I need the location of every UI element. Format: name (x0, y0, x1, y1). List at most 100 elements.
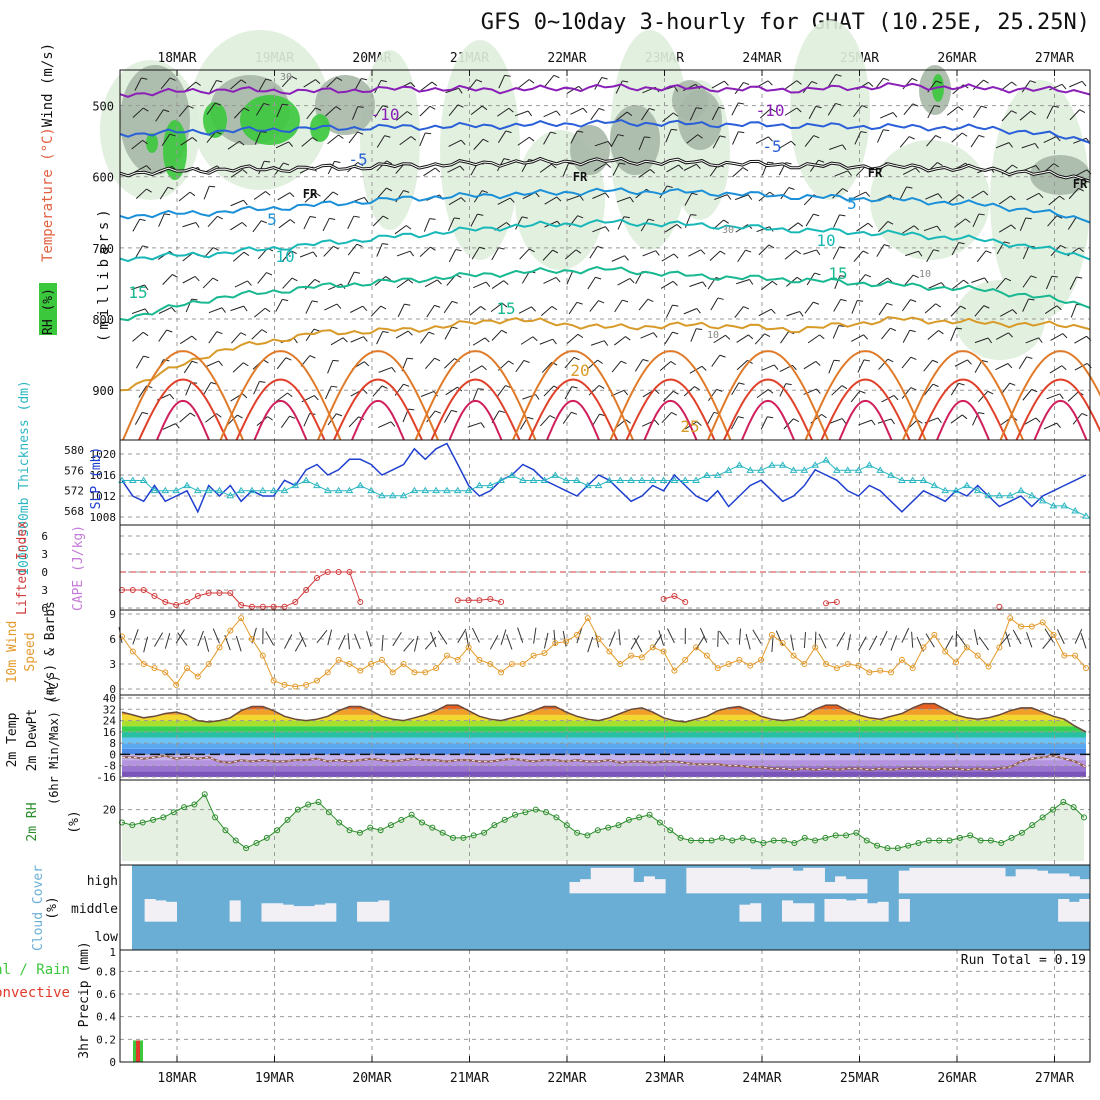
wind-barb-flag (767, 161, 774, 164)
wind-barb-flag (958, 382, 965, 386)
rh2m-marker (160, 814, 167, 821)
wind-barb (208, 307, 223, 314)
wind-barb (443, 301, 453, 314)
wind-barb-flag (436, 279, 442, 285)
wind-speed-marker (389, 669, 396, 676)
y-tick-label: 6 (41, 530, 48, 543)
wind-barb (851, 334, 864, 342)
wind-barb-flag (1008, 332, 1014, 338)
wind-barb-flag (313, 328, 320, 332)
wind-barb (208, 331, 218, 344)
wind-barb (327, 161, 335, 175)
lifted-index-marker (335, 569, 342, 575)
wind-speed-marker (714, 665, 721, 672)
cloud-level-label: low (95, 930, 119, 945)
wind-barb (926, 135, 936, 147)
isotherm-line (119, 218, 1091, 263)
wind-barb (1043, 136, 1057, 144)
wind-barb-flag (818, 159, 825, 163)
wind-barb (641, 108, 650, 121)
thickness-marker (291, 481, 300, 489)
rh-shading (310, 114, 330, 142)
wind-barb-flag (605, 163, 611, 168)
wind-barb (443, 358, 455, 369)
wind-barb-flag (793, 418, 800, 422)
wind-barb-flag (309, 355, 316, 359)
bottom-date-label: 21MAR (450, 1071, 489, 1086)
wind-barb (1000, 382, 1011, 395)
wind-barb-flag (410, 136, 417, 141)
wind-barb-flag (965, 218, 971, 223)
wind-barb-flag (978, 134, 985, 138)
wind-speed-marker (151, 665, 158, 672)
wind-barb-flag (458, 88, 463, 94)
wind-barb-flag (1059, 393, 1064, 400)
cloud-bar (229, 900, 241, 922)
wind-axis-label-3: (m/s) & Barbs (43, 601, 58, 703)
wind-barb (665, 304, 673, 318)
wind-barb-flag (362, 305, 368, 312)
thickness-marker (1082, 512, 1090, 519)
wind-barb (1019, 217, 1027, 232)
wind-barb (1026, 192, 1040, 201)
wind-barb (731, 382, 740, 396)
wind-barb (520, 336, 534, 345)
wind-barb (562, 163, 569, 177)
wind-barb (491, 329, 502, 341)
wind-barb-flag (701, 365, 707, 371)
wind-barb-flag (690, 214, 697, 216)
rh2m-marker (450, 834, 457, 841)
wind-speed-marker (985, 663, 992, 670)
wind-barb (663, 390, 674, 402)
thickness-marker (323, 486, 332, 494)
y-tick-label: 3 (41, 548, 48, 561)
surface-wind-barb (790, 634, 795, 651)
wind-barb (974, 305, 985, 317)
wind-barb-flag (892, 112, 898, 118)
wind-barb-flag (216, 413, 222, 418)
wind-speed-marker (693, 644, 700, 651)
slp-axis-label: SLP (mb) (89, 447, 104, 510)
wind-barb-flag (552, 338, 557, 345)
wind-barb-flag (498, 410, 506, 413)
wind-barb (1022, 245, 1030, 260)
surface-wind-barb (858, 636, 867, 651)
wind-barb-flag (933, 249, 940, 252)
thickness-marker (995, 491, 1004, 499)
surface-wind-barb (517, 627, 524, 643)
wind-barb-flag (523, 359, 530, 363)
wind-speed-marker (1007, 615, 1014, 622)
wind-axis-label-1: 10m Wind (5, 621, 20, 684)
wind-barb (322, 191, 334, 203)
wind-barb-flag (259, 380, 266, 383)
wind-barb (1073, 137, 1087, 144)
wind-speed-marker (259, 652, 266, 659)
wind-barb-flag (265, 191, 271, 196)
cloud-bar (1036, 870, 1049, 894)
wind-barb-flag (1059, 195, 1065, 201)
rh-shading (360, 50, 420, 230)
wind-barb (588, 385, 600, 396)
wind-barb (805, 213, 814, 227)
wind-barb (927, 330, 939, 340)
surface-wind-barb (533, 627, 537, 644)
wind-barb (1046, 393, 1060, 400)
thickness-marker (692, 476, 700, 483)
rh2m-marker (325, 809, 332, 816)
rh2m-marker (336, 819, 343, 826)
wind-barb-flag (534, 192, 540, 198)
y-tick-label: 0 (109, 683, 116, 696)
wind-barb-flag (335, 106, 342, 111)
thickness-marker (583, 481, 592, 489)
wind-barb (877, 129, 884, 143)
wind-barb (473, 138, 484, 150)
surface-wind-barb (500, 629, 507, 645)
wind-barb (182, 221, 197, 228)
thickness-marker (215, 486, 224, 494)
thickness-marker (258, 486, 267, 494)
boundary-isotherm (528, 378, 618, 441)
surface-wind-barb (818, 633, 827, 649)
wind-barb-flag (237, 414, 243, 419)
wind-speed-marker (703, 652, 710, 659)
thickness-marker (724, 466, 733, 473)
